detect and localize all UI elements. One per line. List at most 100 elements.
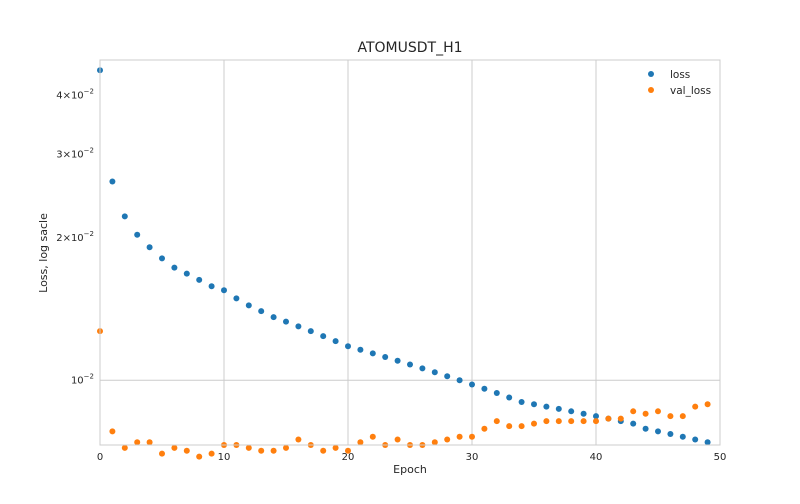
loss-point	[493, 390, 500, 397]
x-axis-label: Epoch	[393, 463, 427, 476]
loss-point	[221, 287, 227, 294]
loss-point	[679, 433, 686, 440]
loss-point	[655, 428, 661, 435]
loss-point	[183, 270, 190, 277]
val_loss-point	[283, 444, 289, 451]
loss-point	[506, 394, 513, 401]
loss-point	[667, 431, 674, 438]
loss-point	[320, 333, 327, 340]
loss-point	[407, 361, 413, 368]
val_loss-point	[642, 410, 649, 417]
x-tick-label: 0	[97, 452, 103, 463]
val_loss-point	[692, 403, 699, 410]
val_loss-point	[196, 453, 203, 460]
chart-title: ATOMUSDT_H1	[357, 40, 462, 56]
loss-point	[531, 401, 537, 408]
val_loss-point	[258, 447, 265, 454]
val_loss-point	[679, 413, 686, 420]
val_loss-point	[121, 444, 128, 451]
loss-point	[171, 264, 178, 271]
val_loss-point	[456, 433, 463, 440]
val_loss-point	[568, 418, 575, 425]
val_loss-point	[208, 450, 215, 457]
loss-point	[469, 381, 475, 388]
loss-point	[518, 398, 525, 405]
val_loss-point	[320, 447, 327, 454]
loss-point	[283, 318, 289, 325]
loss-point	[109, 178, 116, 185]
x-tick-label: 10	[218, 452, 231, 463]
val_loss-point	[630, 408, 637, 415]
loss-point	[134, 231, 141, 238]
loss-point	[630, 420, 637, 427]
legend-marker-val_loss	[648, 87, 654, 93]
series-layer	[97, 67, 711, 460]
loss-point	[196, 276, 203, 283]
val_loss-point	[704, 401, 711, 408]
loss-point	[258, 308, 265, 315]
loss-point	[543, 403, 550, 410]
val_loss-point	[394, 436, 401, 443]
loss-point	[444, 373, 451, 380]
legend: loss val_loss	[648, 69, 711, 97]
legend-label-val_loss: val_loss	[670, 85, 711, 97]
loss-point	[580, 410, 587, 417]
y-tick-label: 4×10−2	[56, 87, 94, 101]
val_loss-point	[531, 420, 537, 427]
loss-point	[345, 343, 351, 350]
loss-point	[307, 328, 314, 335]
val_loss-point	[493, 418, 500, 425]
loss-point	[382, 354, 389, 361]
y-tick-label: 3×10−2	[56, 146, 94, 160]
val_loss-point	[245, 444, 252, 451]
loss-point	[270, 314, 277, 321]
val_loss-point	[605, 415, 612, 422]
loss-point	[642, 425, 649, 432]
legend-marker-loss	[648, 71, 654, 77]
val_loss-point	[295, 436, 302, 443]
loss-point	[431, 369, 438, 376]
y-tick-label: 10−2	[71, 372, 94, 386]
val_loss-point	[369, 433, 376, 440]
val_loss-point	[134, 439, 141, 446]
val_loss-point	[518, 423, 525, 430]
loss-point	[357, 346, 364, 353]
loss-point	[159, 255, 165, 262]
val_loss-point	[444, 436, 451, 443]
loss-point	[692, 436, 699, 443]
val_loss-point	[183, 447, 190, 454]
legend-label-loss: loss	[670, 69, 690, 81]
loss-point	[394, 357, 401, 364]
loss-point	[419, 365, 426, 372]
val_loss-point	[655, 408, 661, 415]
loss-point	[295, 323, 302, 330]
val_loss-point	[270, 447, 277, 454]
val_loss-point	[357, 439, 364, 446]
loss-point	[456, 377, 463, 384]
val_loss-point	[345, 447, 351, 454]
val_loss-point	[469, 433, 475, 440]
loss-point	[208, 283, 215, 290]
tick-label-layer: 0 10 20 30 40 50 4×10−2 3×10−2 2×10−2 10−2	[56, 87, 726, 463]
val_loss-point	[506, 423, 513, 430]
val_loss-point	[481, 425, 488, 432]
plot-frame	[99, 59, 721, 446]
val_loss-point	[431, 439, 438, 446]
y-axis-label: Loss, log sacle	[37, 213, 50, 293]
val_loss-point	[543, 418, 550, 425]
val_loss-point	[109, 428, 116, 435]
val_loss-point	[580, 418, 587, 425]
plot-area	[100, 60, 720, 445]
val_loss-point	[593, 418, 599, 425]
x-tick-label: 40	[590, 452, 603, 463]
val_loss-point	[159, 450, 165, 457]
loss-point	[704, 439, 711, 446]
x-tick-label: 20	[342, 452, 355, 463]
loss-point	[233, 295, 240, 302]
val_loss-point	[171, 444, 178, 451]
loss-point	[332, 338, 339, 345]
x-tick-label: 50	[714, 452, 727, 463]
val_loss-point	[617, 415, 624, 422]
